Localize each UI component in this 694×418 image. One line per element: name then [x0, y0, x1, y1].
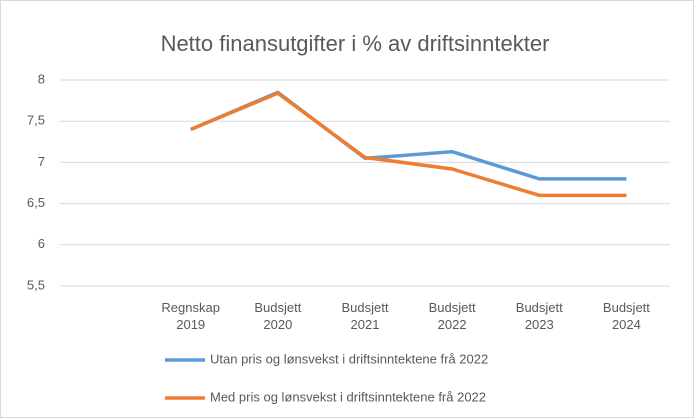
x-tick-label: Budsjett 2023	[515, 300, 563, 332]
series-line	[190, 90, 627, 181]
y-tick-label: 8	[38, 71, 45, 86]
series-line	[190, 91, 627, 198]
x-tick-label: Budsjett 2021	[341, 300, 389, 332]
y-tick-label: 6,5	[27, 195, 45, 210]
x-tick-label: Budsjett 2020	[254, 300, 302, 332]
y-tick-label: 6	[38, 236, 45, 251]
legend-label: Med pris og lønsvekst i driftsinntektene…	[210, 389, 486, 404]
chart-title: Netto finansutgifter i % av driftsinntek…	[161, 31, 550, 56]
y-tick-label: 5,5	[27, 277, 45, 292]
y-tick-label: 7,5	[27, 113, 45, 128]
y-tick-label: 7	[38, 154, 45, 169]
x-tick-label: Budsjett 2024	[602, 300, 650, 332]
x-tick-label: Regnskap 2019	[161, 300, 220, 332]
legend-label: Utan pris og lønsvekst i driftsinntekten…	[210, 351, 488, 366]
x-tick-label: Budsjett 2022	[428, 300, 476, 332]
